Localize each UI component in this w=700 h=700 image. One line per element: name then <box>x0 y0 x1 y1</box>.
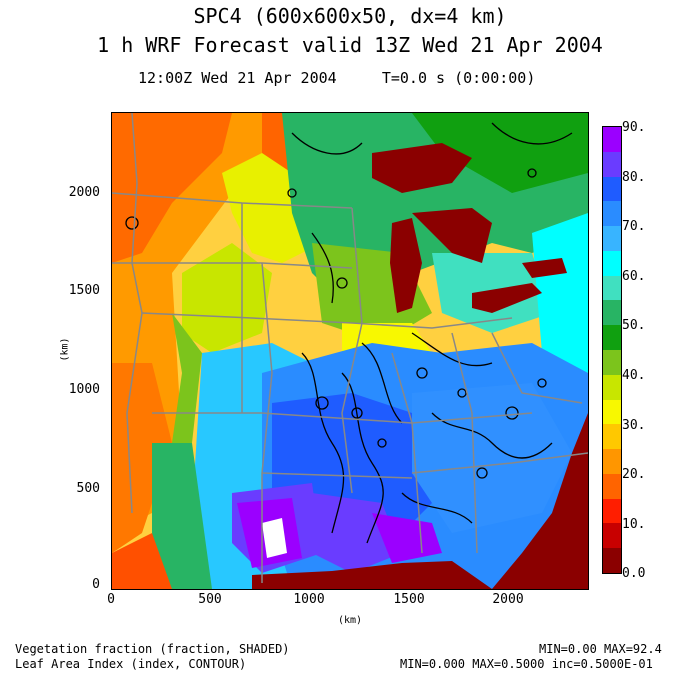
colorbar-segment <box>603 325 621 351</box>
colorbar-tick: 20. <box>622 467 646 483</box>
colorbar <box>602 126 622 574</box>
colorbar-tick: 0.0 <box>622 566 646 582</box>
colorbar-segment <box>603 399 621 425</box>
colorbar-segment <box>603 151 621 178</box>
shaded-field-stats: MIN=0.00 MAX=92.4 <box>539 642 662 656</box>
y-tick: 2000 <box>68 185 100 200</box>
plot-title: SPC4 (600x600x50, dx=4 km) <box>193 4 507 28</box>
y-axis-label: (km) <box>59 337 71 362</box>
x-tick: 0 <box>107 592 115 607</box>
colorbar-segment <box>603 201 621 227</box>
contour-field-stats: MIN=0.000 MAX=0.5000 inc=0.5000E-01 <box>400 657 653 671</box>
plot-subtitle: 1 h WRF Forecast valid 13Z Wed 21 Apr 20… <box>97 33 603 57</box>
colorbar-tick: 50. <box>622 318 646 334</box>
x-axis-label: (km) <box>338 615 363 626</box>
colorbar-segment <box>603 548 621 574</box>
colorbar-segment <box>603 300 621 326</box>
colorbar-tick: 70. <box>622 219 646 235</box>
colorbar-segment <box>603 374 621 401</box>
y-tick: 1000 <box>68 382 100 397</box>
contour-field-label: Leaf Area Index (index, CONTOUR) <box>15 657 247 671</box>
colorbar-segment <box>603 250 621 277</box>
x-tick: 500 <box>198 592 222 607</box>
colorbar-segment <box>603 523 621 549</box>
vegetation-map <box>112 113 588 589</box>
colorbar-segment <box>603 473 621 500</box>
colorbar-segment <box>603 275 621 301</box>
colorbar-tick: 80. <box>622 169 646 185</box>
colorbar-segment <box>603 127 621 153</box>
shaded-field-label: Vegetation fraction (fraction, SHADED) <box>15 642 290 656</box>
colorbar-segment <box>603 449 621 475</box>
time-info: 12:00Z Wed 21 Apr 2004 T=0.0 s (0:00:00) <box>138 69 535 87</box>
colorbar-segment <box>603 226 621 252</box>
colorbar-segment <box>603 498 621 524</box>
colorbar-tick: 90. <box>622 120 646 135</box>
model-time: T=0.0 s (0:00:00) <box>381 69 536 87</box>
x-tick: 2000 <box>492 592 524 607</box>
colorbar-segment <box>603 424 621 450</box>
x-tick: 1500 <box>393 592 425 607</box>
x-tick: 1000 <box>293 592 325 607</box>
y-tick: 0 <box>92 577 100 592</box>
colorbar-tick: 40. <box>622 368 646 383</box>
map-panel <box>111 112 589 590</box>
colorbar-tick: 10. <box>622 516 646 532</box>
valid-time: 12:00Z Wed 21 Apr 2004 <box>138 69 337 87</box>
colorbar-tick: 30. <box>622 417 646 433</box>
colorbar-tick: 60. <box>622 268 646 284</box>
colorbar-segment <box>603 176 621 202</box>
y-tick: 500 <box>76 481 100 496</box>
colorbar-segment <box>603 350 621 376</box>
y-tick: 1500 <box>68 283 100 298</box>
